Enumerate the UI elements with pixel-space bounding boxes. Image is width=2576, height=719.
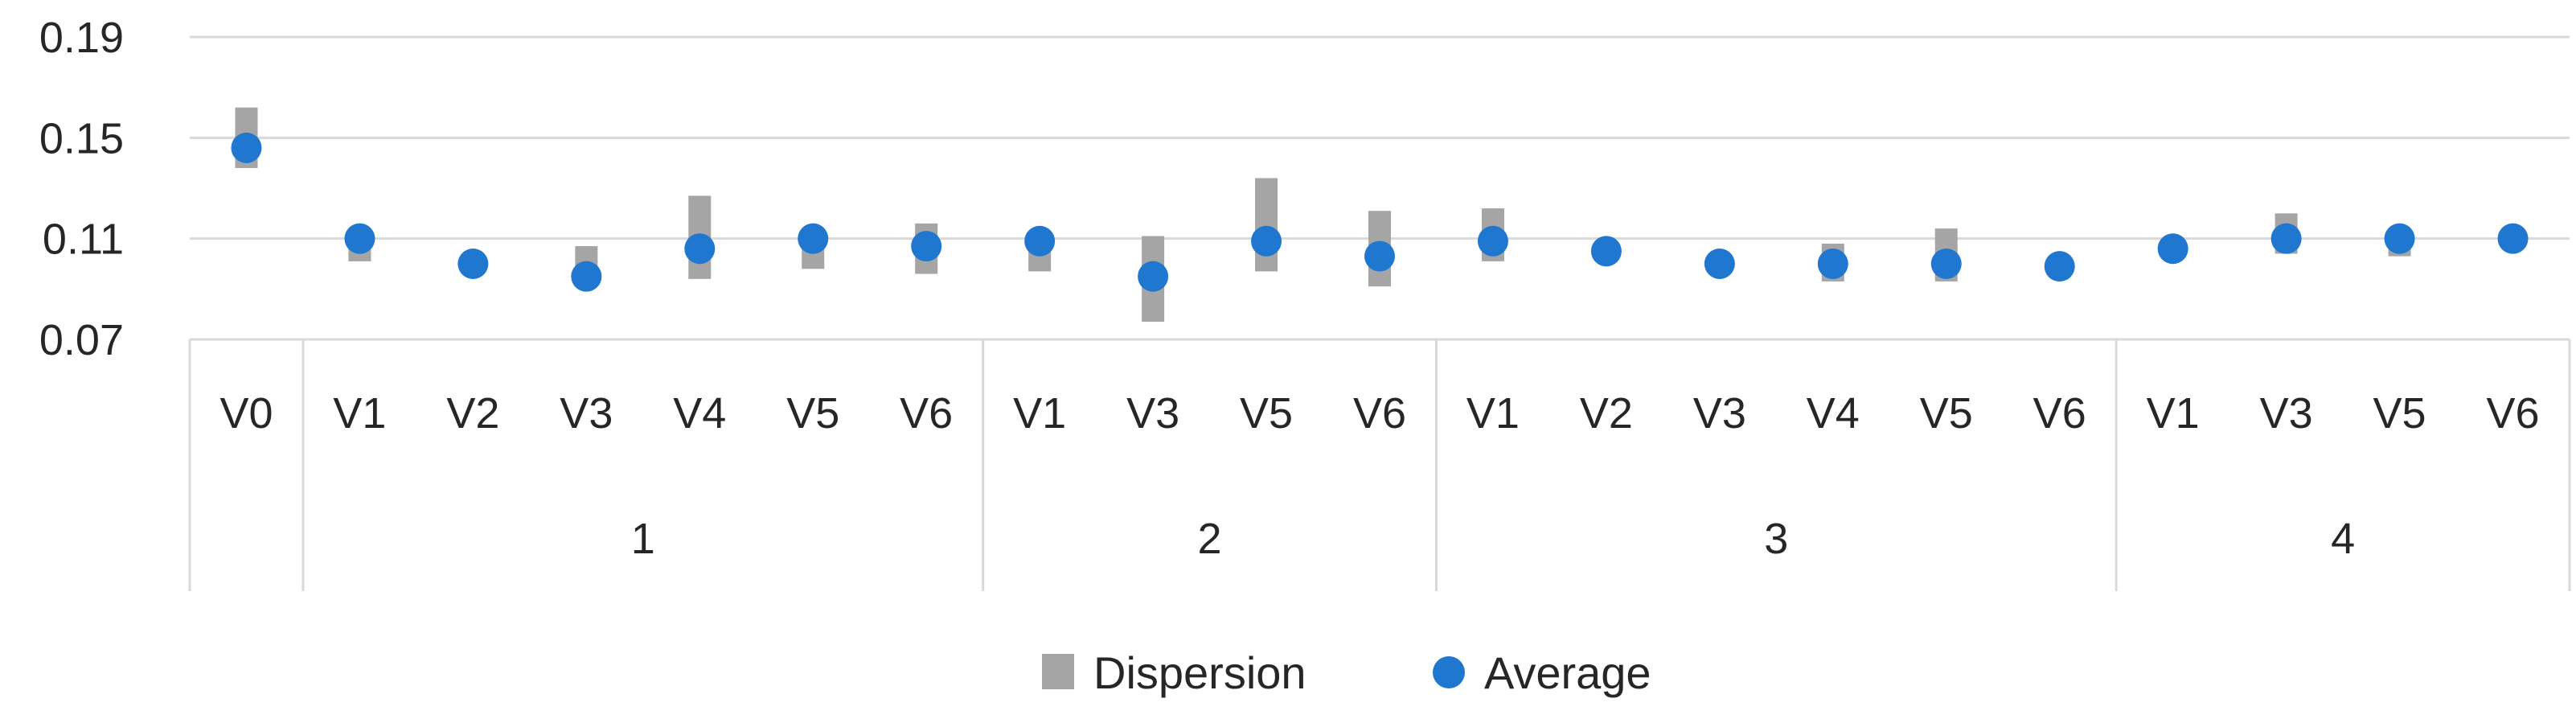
- group-label: 1: [631, 515, 655, 563]
- group-label: 3: [1764, 515, 1788, 563]
- category-label: V0: [219, 389, 273, 438]
- average-marker: [1930, 249, 1962, 279]
- category-label: V3: [2260, 389, 2313, 438]
- legend: Dispersion Average: [1042, 647, 1651, 698]
- y-tick-label: 0.07: [39, 316, 124, 364]
- group-label: 2: [1198, 515, 1222, 563]
- category-label: V6: [1353, 389, 1406, 438]
- legend-label-dispersion: Dispersion: [1093, 647, 1306, 698]
- y-axis-tick-labels: 0.19 0.15 0.11 0.07: [39, 14, 124, 364]
- category-label: V6: [2486, 389, 2539, 438]
- average-marker: [1364, 240, 1395, 272]
- category-label: V5: [2373, 389, 2426, 438]
- legend-label-average: Average: [1484, 647, 1651, 698]
- average-marker: [1817, 249, 1848, 279]
- category-axis: 1 2 3 4 V0 V1 V2 V3 V4 V5 V6 V1 V3 V5 V6 V1 V2 V3 V4 V5 V6 V1…: [188, 339, 2571, 591]
- category-label: V6: [2033, 389, 2086, 438]
- category-label: V4: [673, 389, 726, 438]
- average-marker: [2270, 223, 2302, 254]
- dispersion-bars: [235, 107, 2525, 323]
- category-label: V5: [1240, 389, 1293, 438]
- gridlines: [190, 35, 2570, 341]
- category-label: V5: [786, 389, 839, 438]
- group-label: 4: [2331, 515, 2355, 563]
- average-marker: [2384, 223, 2415, 254]
- average-marker: [798, 223, 829, 254]
- average-marker: [1704, 249, 1735, 279]
- average-marker: [684, 233, 716, 265]
- category-label: V1: [2147, 389, 2200, 438]
- y-tick-label: 0.15: [39, 114, 124, 162]
- average-marker: [1590, 236, 1622, 267]
- average-markers: [231, 132, 2529, 292]
- category-label: V4: [1807, 389, 1860, 438]
- average-marker: [2044, 251, 2075, 282]
- y-tick-label: 0.11: [43, 216, 124, 264]
- category-label: V5: [1920, 389, 1973, 438]
- category-label: V3: [560, 389, 613, 438]
- average-marker: [571, 261, 602, 292]
- average-marker: [1251, 225, 1282, 257]
- average-marker: [2157, 233, 2188, 265]
- category-label: V2: [1580, 389, 1633, 438]
- category-label: V2: [446, 389, 499, 438]
- average-marker: [2497, 223, 2529, 254]
- category-label: V1: [1013, 389, 1066, 438]
- category-label: V1: [333, 389, 386, 438]
- average-marker: [231, 132, 262, 163]
- average-marker: [1024, 225, 1056, 257]
- average-marker: [911, 231, 942, 262]
- legend-swatch-dispersion: [1042, 654, 1074, 689]
- legend-swatch-average: [1433, 656, 1465, 688]
- dispersion-bar: [1255, 178, 1278, 272]
- category-label: V1: [1466, 389, 1520, 438]
- average-marker: [1138, 261, 1169, 292]
- average-marker: [457, 249, 489, 279]
- category-label: V3: [1693, 389, 1746, 438]
- category-label: V3: [1126, 389, 1179, 438]
- y-tick-label: 0.19: [39, 14, 124, 62]
- average-marker: [344, 223, 375, 254]
- category-label: V6: [900, 389, 953, 438]
- average-marker: [1477, 225, 1508, 257]
